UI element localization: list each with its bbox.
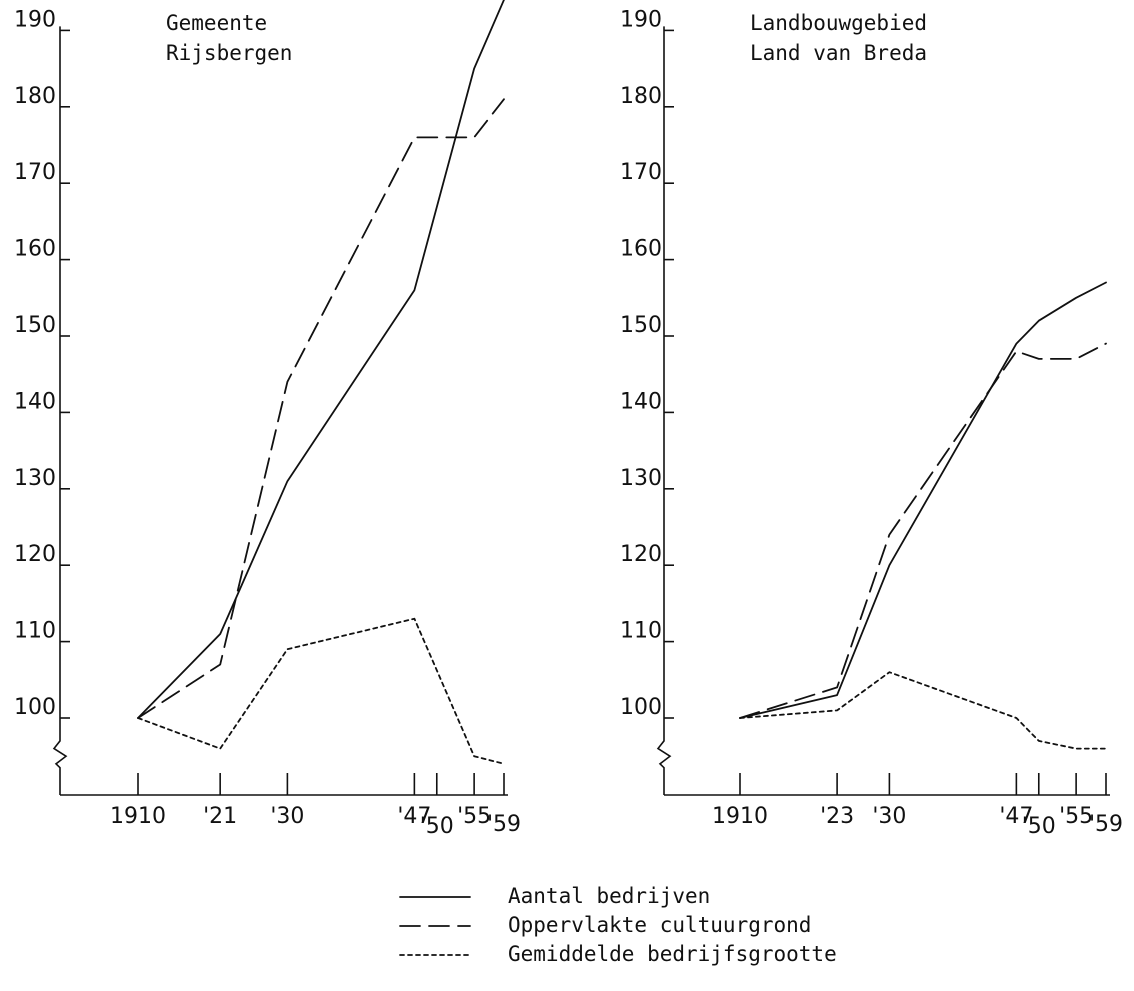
x-tick-label: '55 — [1059, 804, 1093, 829]
y-tick-label: 110 — [620, 619, 662, 644]
y-tick-label: 100 — [620, 695, 662, 720]
legend-label: Aantal bedrijven — [508, 884, 710, 908]
y-axis-line — [52, 26, 68, 795]
x-tick-label: '30 — [872, 804, 906, 829]
x-tick-label: '21 — [203, 804, 237, 829]
y-tick-label: 170 — [620, 160, 662, 185]
x-tick-label: '47 — [397, 804, 431, 829]
x-tick-label: '50 — [1022, 814, 1056, 839]
chart-title-line: Gemeente — [166, 11, 267, 35]
y-tick-label: 180 — [620, 84, 662, 109]
y-tick-label: 120 — [14, 542, 56, 567]
y-tick-label: 160 — [14, 237, 56, 262]
x-tick-label: '23 — [820, 804, 854, 829]
x-tick-label: 1910 — [110, 804, 166, 829]
x-tick-label: '59 — [487, 812, 521, 837]
y-tick-label: 110 — [14, 619, 56, 644]
chart-panel-2: Landbouwgebied Land van Breda 100 110 120 130… — [620, 7, 1123, 839]
y-tick-label: 140 — [14, 389, 56, 414]
series-line-dotted — [739, 671, 1107, 750]
x-tick-label: '55 — [457, 804, 491, 829]
y-tick-label: 190 — [14, 7, 56, 32]
x-tick-label: '50 — [420, 814, 454, 839]
y-tick-label: 140 — [620, 389, 662, 414]
y-tick-label: 120 — [620, 542, 662, 567]
legend: Aantal bedrijven Oppervlakte cultuurgrond… — [399, 884, 837, 966]
x-tick-label: '47 — [999, 804, 1033, 829]
series-line-solid — [739, 281, 1107, 719]
y-tick-label: 160 — [620, 237, 662, 262]
y-tick-label: 150 — [620, 313, 662, 338]
series-line-dashed — [137, 98, 505, 719]
series-line-solid — [137, 0, 505, 719]
legend-label: Gemiddelde bedrijfsgrootte — [508, 942, 837, 966]
y-tick-label: 130 — [620, 466, 662, 491]
y-tick-label: 150 — [14, 313, 56, 338]
chart-title-line: Landbouwgebied — [750, 11, 927, 35]
y-tick-label: 180 — [14, 84, 56, 109]
y-axis-line — [656, 26, 672, 795]
y-tick-label: 100 — [14, 695, 56, 720]
series-line-dashed — [739, 342, 1107, 719]
series-line-dotted — [137, 617, 505, 765]
legend-label: Oppervlakte cultuurgrond — [508, 913, 811, 937]
chart-title-line: Land van Breda — [750, 41, 927, 65]
chart-panel-1: Gemeente Rijsbergen 100 110 120 130 140 150 160 1… — [14, 0, 521, 839]
x-tick-label: 1910 — [712, 804, 768, 829]
y-tick-label: 130 — [14, 466, 56, 491]
chart-title-line: Rijsbergen — [166, 41, 292, 65]
x-tick-label: '59 — [1089, 812, 1123, 837]
y-tick-label: 170 — [14, 160, 56, 185]
y-tick-label: 190 — [620, 7, 662, 32]
x-tick-label: '30 — [270, 804, 304, 829]
